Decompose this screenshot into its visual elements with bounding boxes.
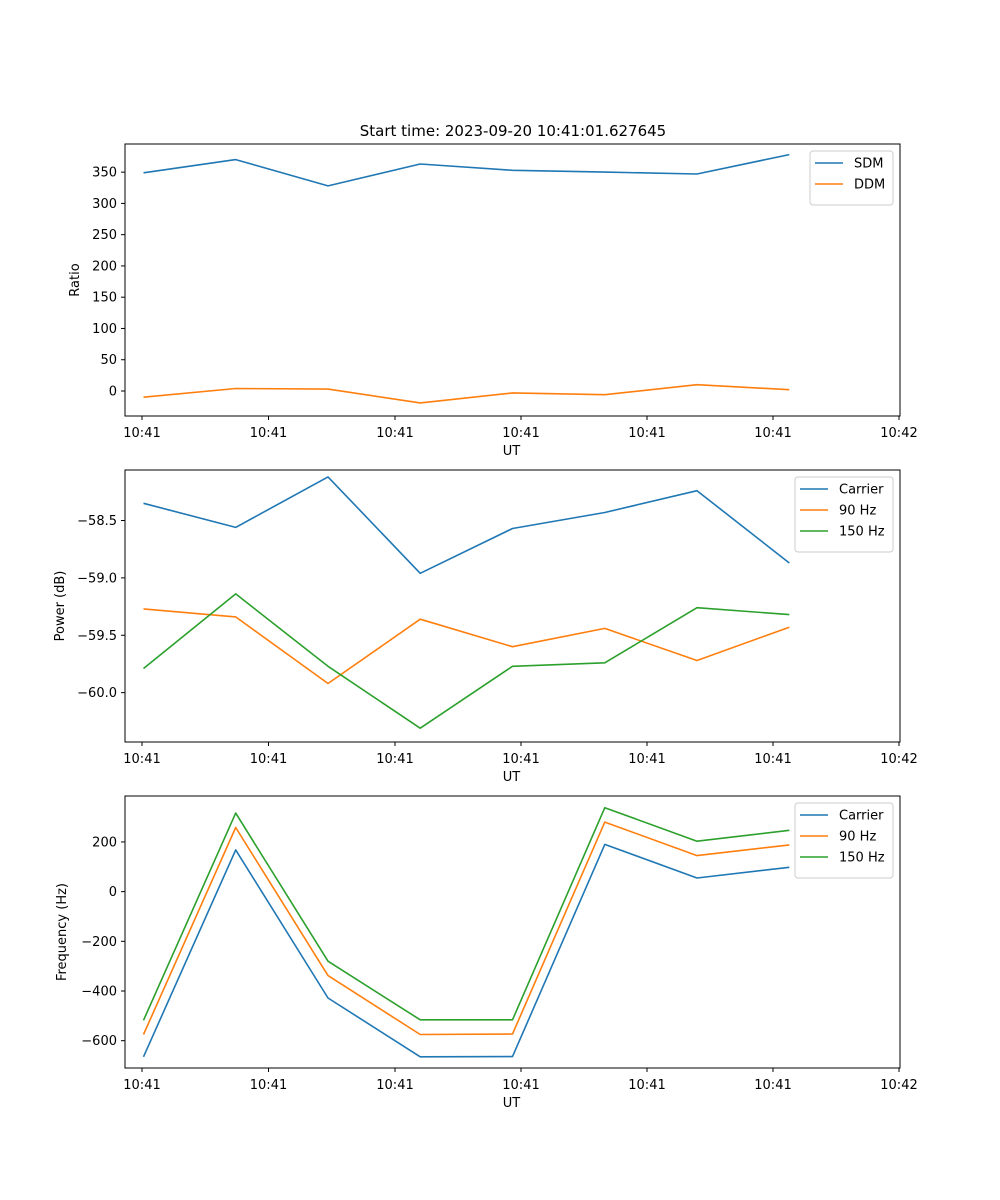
- axes-frame: [124, 469, 901, 743]
- x-tick-label: 10:41: [628, 1078, 665, 1093]
- x-tick-label: 10:41: [754, 752, 791, 767]
- y-axis-label: Frequency (Hz): [55, 883, 70, 981]
- panel-3: 200 0 −200 −400 −600 10:41 10:41 10:41 10:41 10:4…: [55, 795, 918, 1111]
- legend-label: 90 Hz: [839, 830, 876, 845]
- legend: SDM DDM: [809, 150, 894, 206]
- y-axis-label: Power (dB): [53, 571, 68, 642]
- y-tick-label: −58.5: [77, 514, 117, 529]
- series-line-carrier: [142, 843, 790, 1058]
- y-axis-label: Ratio: [68, 263, 83, 296]
- x-tick-label: 10:41: [376, 752, 413, 767]
- y-tick-label: 200: [92, 259, 117, 274]
- x-tick-label: 10:41: [502, 426, 539, 441]
- x-tick-label: 10:41: [123, 1078, 160, 1093]
- y-tick-label: 350: [92, 166, 117, 181]
- y-tick-label: 100: [92, 322, 117, 337]
- y-tick-label: 300: [92, 197, 117, 212]
- x-tick-label: 10:41: [376, 426, 413, 441]
- y-tick-label: −400: [81, 984, 117, 999]
- x-tick-label: 10:41: [628, 426, 665, 441]
- x-tick-label: 10:41: [250, 1078, 287, 1093]
- x-tick-label: 10:41: [754, 1078, 791, 1093]
- x-tick-label: 10:42: [880, 426, 917, 441]
- series-line-ddm: [143, 383, 790, 404]
- legend-label: 90 Hz: [839, 504, 876, 519]
- y-tick-label: 0: [109, 384, 117, 399]
- y-tick-label: −59.5: [77, 629, 117, 644]
- y-tick-label: 150: [92, 291, 117, 306]
- y-tick-label: 0: [109, 885, 117, 900]
- series-line-150-hz: [142, 593, 790, 730]
- y-tick-label: 250: [92, 228, 117, 243]
- legend-label: Carrier: [839, 809, 884, 824]
- legend-box: [794, 802, 894, 879]
- x-tick-label: 10:42: [880, 1078, 917, 1093]
- y-tick-label: −600: [81, 1034, 117, 1049]
- legend-box: [809, 150, 894, 206]
- y-tick-label: −200: [81, 935, 117, 950]
- legend-label: 150 Hz: [839, 525, 885, 540]
- x-axis-label: UT: [503, 444, 521, 459]
- legend: Carrier 90 Hz 150 Hz: [794, 476, 894, 553]
- legend-label: 150 Hz: [839, 851, 885, 866]
- legend-label: DDM: [854, 178, 885, 193]
- panel-2: −58.5 −59.0 −59.5 −60.0 10:41 10:41 10:41 10:41…: [53, 469, 918, 785]
- series-line-sdm: [143, 153, 790, 187]
- x-tick-label: 10:42: [880, 752, 917, 767]
- chart-title: Start time: 2023-09-20 10:41:01.627645: [360, 122, 666, 140]
- x-tick-label: 10:41: [502, 752, 539, 767]
- y-tick-label: 50: [100, 353, 117, 368]
- x-tick-label: 10:41: [250, 752, 287, 767]
- x-tick-label: 10:41: [754, 426, 791, 441]
- panels: 0 50 100 150 200 250 300 350 10:41 10:41 10:41 10:4…: [53, 143, 918, 1111]
- axes-frame: [124, 795, 901, 1069]
- legend-box: [794, 476, 894, 553]
- x-tick-label: 10:41: [250, 426, 287, 441]
- legend: Carrier 90 Hz 150 Hz: [794, 802, 894, 879]
- series-line-150-hz: [142, 806, 790, 1021]
- axes-frame: [124, 143, 901, 417]
- legend-label: Carrier: [839, 483, 884, 498]
- series-line-90-hz: [143, 608, 790, 685]
- x-tick-label: 10:41: [376, 1078, 413, 1093]
- x-axis-label: UT: [503, 770, 521, 785]
- y-tick-label: −59.0: [77, 571, 117, 586]
- series-line-90-hz: [142, 821, 790, 1036]
- x-tick-label: 10:41: [123, 426, 160, 441]
- x-axis-label: UT: [503, 1096, 521, 1111]
- x-tick-label: 10:41: [502, 1078, 539, 1093]
- y-tick-label: 200: [92, 835, 117, 850]
- x-tick-label: 10:41: [123, 752, 160, 767]
- series-line-carrier: [143, 476, 790, 575]
- legend-label: SDM: [854, 157, 883, 172]
- y-tick-label: −60.0: [77, 686, 117, 701]
- panel-1: 0 50 100 150 200 250 300 350 10:41 10:41 10:41 10:4…: [68, 143, 918, 459]
- x-tick-label: 10:41: [628, 752, 665, 767]
